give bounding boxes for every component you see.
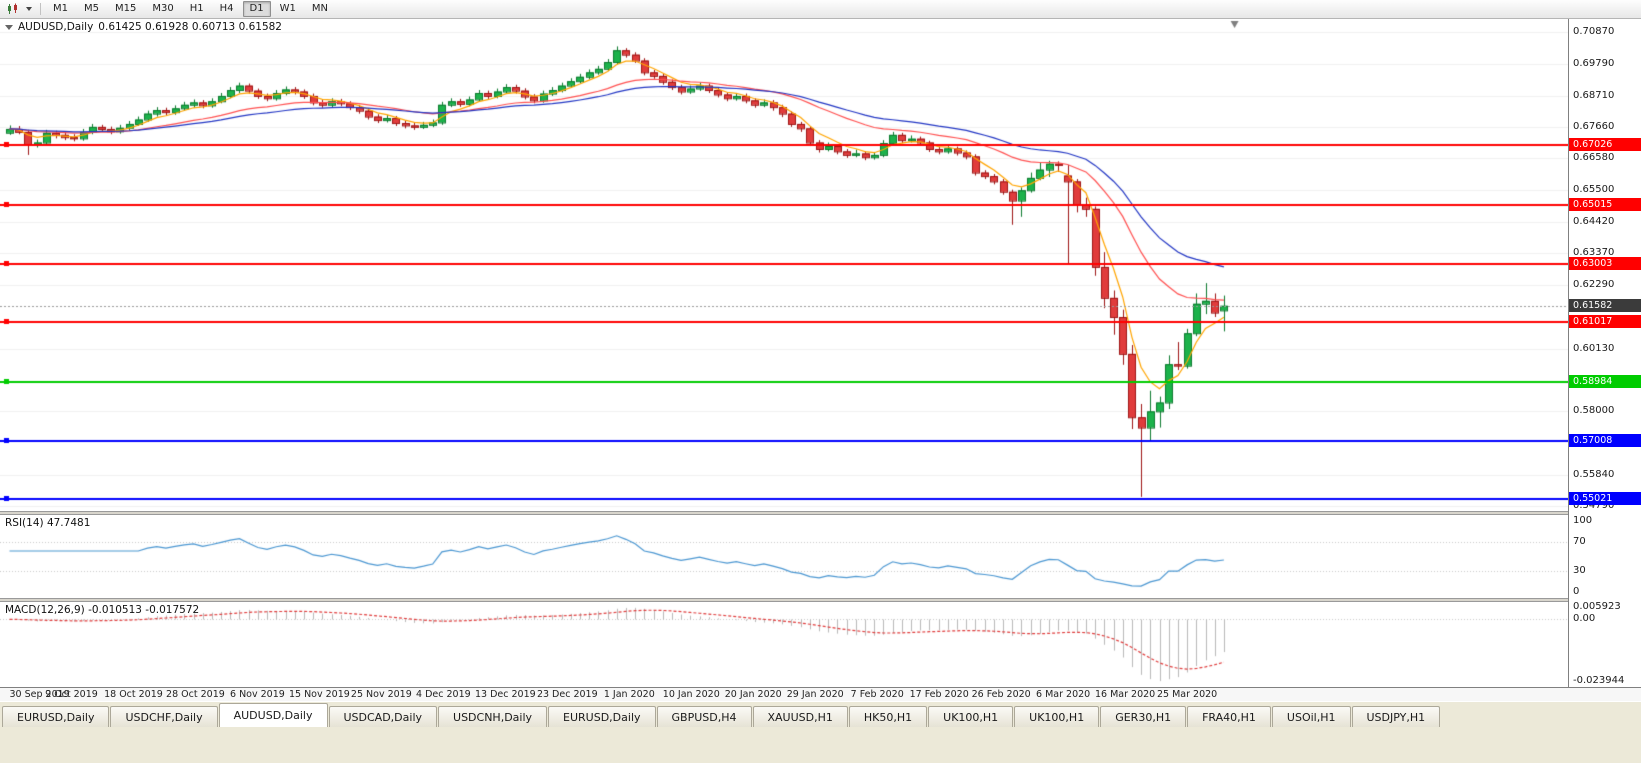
- time-axis-label: 7 Feb 2020: [850, 689, 904, 700]
- timeframe-button-m15[interactable]: M15: [115, 3, 137, 14]
- price-axis-label: 0.62290: [1573, 278, 1615, 290]
- main-chart-canvas[interactable]: [0, 19, 1568, 511]
- price-axis-label: 0.68710: [1573, 89, 1615, 101]
- price-axis-label: 0.69790: [1573, 57, 1615, 69]
- hline-price-badge: 0.65015: [1569, 197, 1641, 211]
- chart-tab-usdchf-daily[interactable]: USDCHF,Daily: [110, 706, 218, 727]
- time-axis-label: 29 Jan 2020: [786, 689, 844, 700]
- rsi-canvas[interactable]: [0, 515, 1568, 598]
- hline-price-badge: 0.61017: [1569, 315, 1641, 329]
- chart-tab-hk50-h1[interactable]: HK50,H1: [848, 706, 928, 727]
- hline-price-badge: 0.58984: [1569, 375, 1641, 389]
- time-axis-label: 13 Dec 2019: [474, 689, 536, 700]
- chart-tab-fra40-h1[interactable]: FRA40,H1: [1187, 706, 1271, 727]
- hline-price-badge: 0.67026: [1569, 138, 1641, 152]
- price-axis[interactable]: 0.70870 0.69790 0.68710 0.67660 0.66580 0.655…: [1568, 19, 1641, 687]
- time-axis-label: 18 Oct 2019: [104, 689, 163, 700]
- time-axis-label: 6 Mar 2020: [1036, 689, 1091, 700]
- chart-tab-ger30-h1[interactable]: GER30,H1: [1100, 706, 1187, 727]
- time-axis-label: 17 Feb 2020: [909, 689, 969, 700]
- toolbar-separator: [40, 3, 41, 15]
- candlestick-chart-icon: [8, 3, 17, 14]
- panel-splitter[interactable]: [0, 511, 1568, 515]
- main-chart-panel: AUDUSD,Daily 0.61425 0.61928 0.60713 0.6…: [0, 19, 1568, 511]
- macd-axis-label: -0.023944: [1573, 675, 1625, 686]
- panel-splitter[interactable]: [0, 598, 1568, 602]
- chart-type-dropdown-icon[interactable]: [23, 1, 35, 17]
- time-axis-label: 9 Oct 2019: [45, 689, 98, 700]
- current-price-badge: 0.61582: [1569, 298, 1641, 312]
- time-axis-label: 25 Nov 2019: [350, 689, 412, 700]
- price-axis-label: 0.70870: [1573, 25, 1615, 37]
- window-background: [0, 727, 1641, 763]
- chart-tab-uk100-h1[interactable]: UK100,H1: [1014, 706, 1100, 727]
- timeframe-button-m30[interactable]: M30: [152, 3, 174, 14]
- chart-tab-uk100-h1[interactable]: UK100,H1: [928, 706, 1014, 727]
- chart-tab-usdcnh-daily[interactable]: USDCNH,Daily: [438, 706, 548, 727]
- price-axis-label: 0.58000: [1573, 405, 1615, 417]
- price-axis-label: 0.65500: [1573, 184, 1615, 196]
- timeframe-button-h1[interactable]: H1: [189, 3, 204, 14]
- chart-tabs-bar: EURUSD,Daily USDCHF,Daily AUDUSD,Daily USDC…: [0, 701, 1641, 727]
- time-axis-label: 30 Sep 2019: [9, 689, 70, 700]
- chart-tab-eurusd-daily[interactable]: EURUSD,Daily: [548, 706, 656, 727]
- time-axis-label: 20 Jan 2020: [724, 689, 782, 700]
- price-axis-label: 0.54790: [1573, 499, 1615, 511]
- hline-price-badge: 0.57008: [1569, 433, 1641, 447]
- price-axis-label: 0.66580: [1573, 152, 1615, 164]
- price-axis-label: 0.55840: [1573, 469, 1615, 481]
- chart-type-icon[interactable]: [4, 1, 23, 17]
- chart-tab-xauusd-h1[interactable]: XAUUSD,H1: [752, 706, 848, 727]
- time-axis-label: 6 Nov 2019: [230, 689, 285, 700]
- time-axis-label: 1 Jan 2020: [603, 689, 655, 700]
- time-axis-label: 4 Dec 2019: [416, 689, 471, 700]
- price-axis-label: 0.60130: [1573, 342, 1615, 354]
- timeframe-buttons: M1 M5 M15 M30 H1 H4 D1 W1 MN: [46, 1, 335, 17]
- hline-price-badge: 0.63003: [1569, 256, 1641, 270]
- time-axis-label: 23 Dec 2019: [536, 689, 598, 700]
- time-axis-label: 25 Mar 2020: [1156, 689, 1218, 700]
- timeframe-button-h4[interactable]: H4: [219, 3, 234, 14]
- timeframe-button-d1[interactable]: D1: [242, 1, 271, 17]
- timeframe-button-w1[interactable]: W1: [279, 3, 296, 14]
- rsi-axis-label: 30: [1573, 564, 1586, 576]
- toolbar: M1 M5 M15 M30 H1 H4 D1 W1 MN: [0, 0, 1641, 19]
- hline-price-badge: 0.55021: [1569, 492, 1641, 506]
- macd-axis-label: 0.005923: [1573, 601, 1621, 612]
- price-axis-label: 0.63370: [1573, 247, 1615, 259]
- time-axis-label: 10 Jan 2020: [662, 689, 720, 700]
- chart-tab-audusd-daily[interactable]: AUDUSD,Daily: [218, 703, 328, 727]
- timeframe-button-m1[interactable]: M1: [53, 3, 68, 14]
- time-axis-label: 15 Nov 2019: [288, 689, 350, 700]
- time-axis-label: 28 Oct 2019: [166, 689, 225, 700]
- chart-area: AUDUSD,Daily 0.61425 0.61928 0.60713 0.6…: [0, 19, 1641, 701]
- chart-tab-usdjpy-h1[interactable]: USDJPY,H1: [1351, 706, 1441, 727]
- rsi-axis-label: 70: [1573, 536, 1586, 548]
- chart-tab-usdcad-daily[interactable]: USDCAD,Daily: [328, 706, 438, 727]
- macd-canvas[interactable]: [0, 602, 1568, 687]
- chart-panels: AUDUSD,Daily 0.61425 0.61928 0.60713 0.6…: [0, 19, 1568, 687]
- chart-tab-gbpusd-h4[interactable]: GBPUSD,H4: [656, 706, 752, 727]
- chevron-down-icon: [26, 7, 32, 11]
- time-axis[interactable]: 30 Sep 2019 9 Oct 2019 18 Oct 2019 28 Oct 2…: [0, 687, 1641, 701]
- chart-tab-eurusd-daily[interactable]: EURUSD,Daily: [2, 706, 110, 727]
- macd-axis-label: 0.00: [1573, 613, 1596, 625]
- time-axis-label: 26 Feb 2020: [971, 689, 1031, 700]
- timeframe-button-mn[interactable]: MN: [311, 3, 328, 14]
- rsi-panel: RSI(14) 47.7481: [0, 515, 1568, 598]
- price-axis-label: 0.67660: [1573, 120, 1615, 132]
- time-axis-label: 16 Mar 2020: [1094, 689, 1156, 700]
- rsi-axis-label: 0: [1573, 586, 1580, 597]
- rsi-axis-label: 100: [1573, 515, 1593, 526]
- price-axis-label: 0.64420: [1573, 216, 1615, 228]
- timeframe-button-m5[interactable]: M5: [84, 3, 99, 14]
- macd-panel: MACD(12,26,9) -0.010513 -0.017572: [0, 602, 1568, 687]
- chart-tab-usoil-h1[interactable]: USOil,H1: [1271, 706, 1351, 727]
